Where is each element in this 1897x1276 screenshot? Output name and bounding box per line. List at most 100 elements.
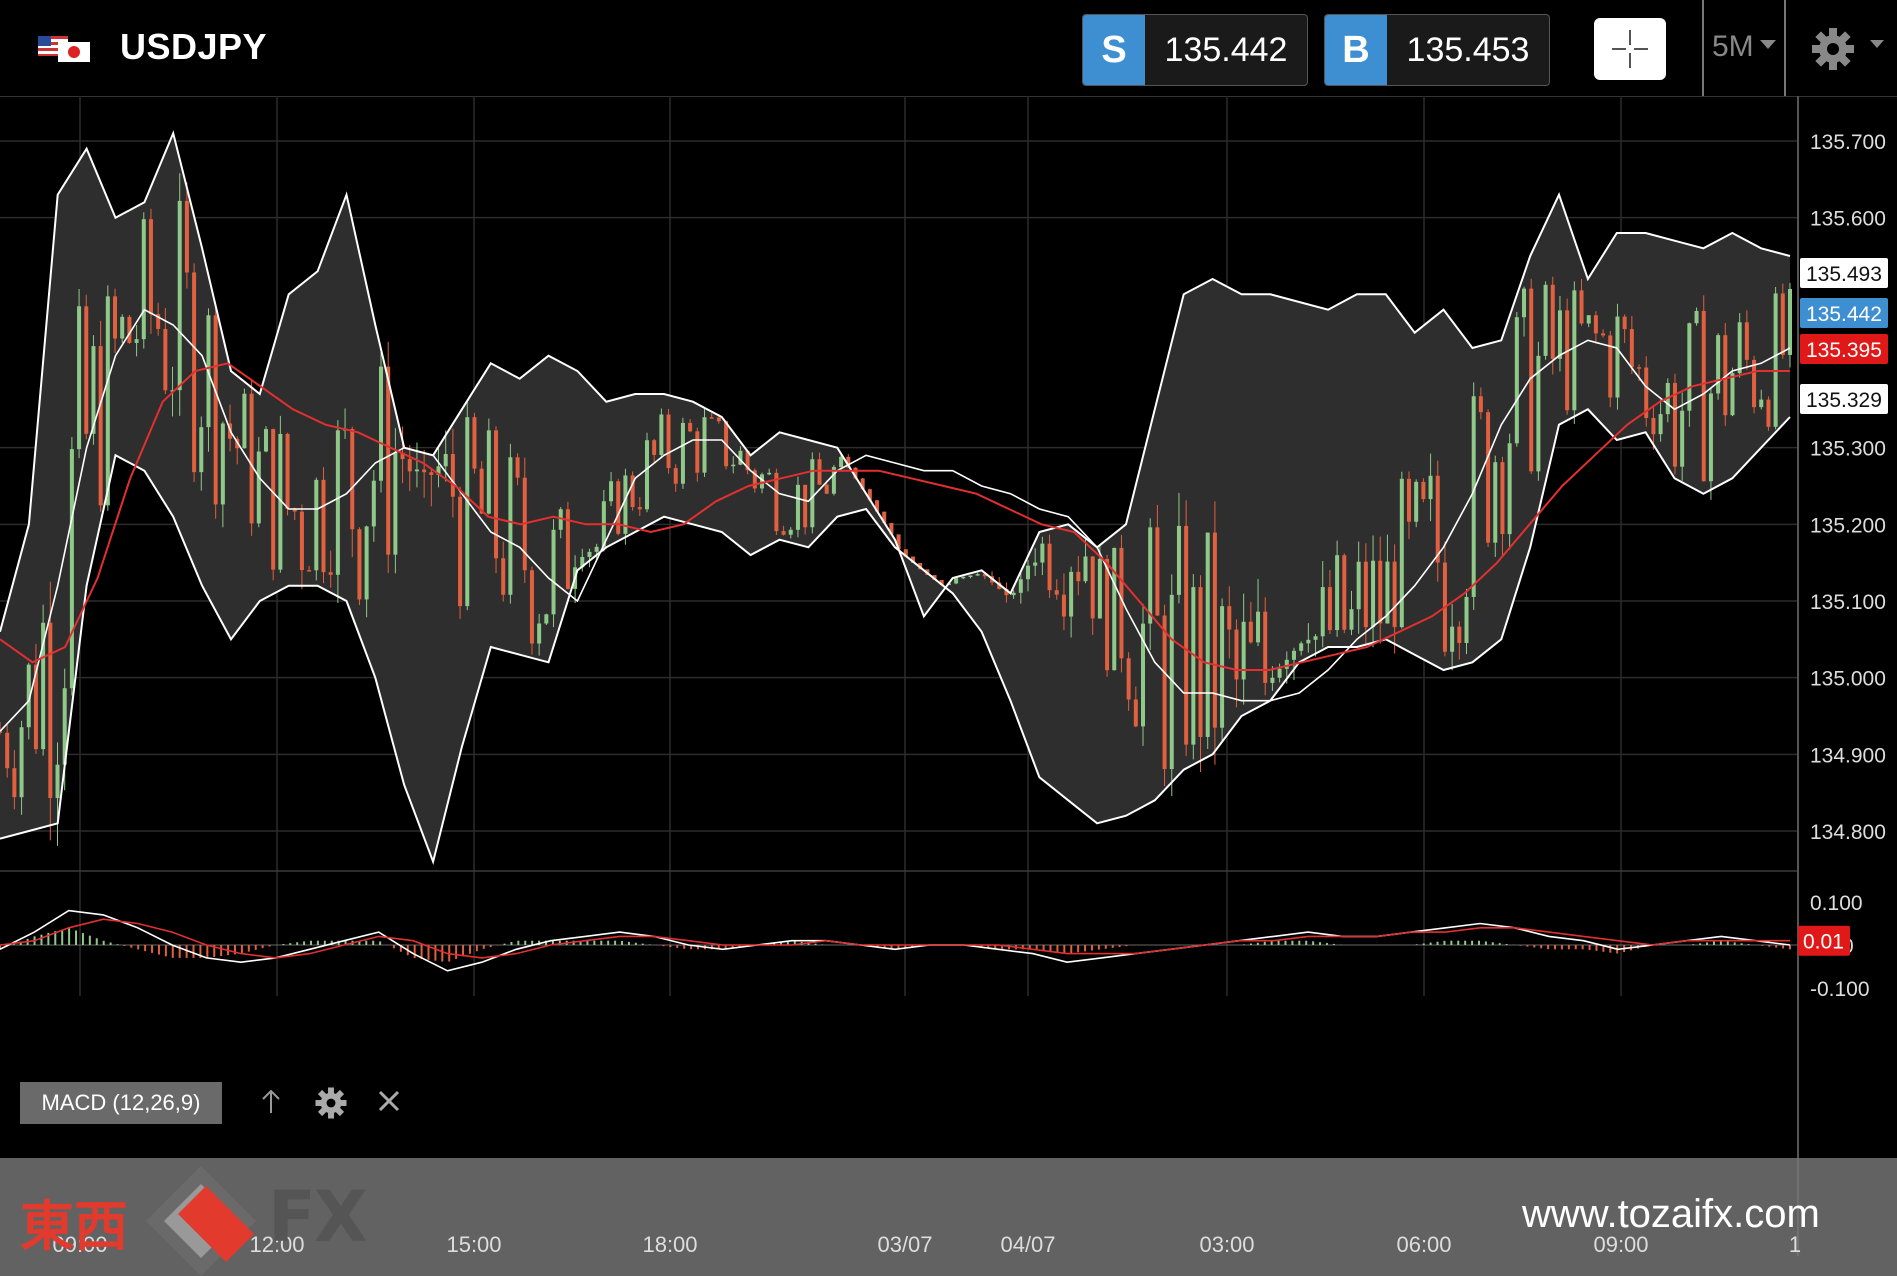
y-tick-label: 135.600 xyxy=(1810,208,1886,231)
x-tick-label: 04/07 xyxy=(1000,1232,1055,1257)
candle-body xyxy=(436,466,441,475)
candle-body xyxy=(1644,367,1649,418)
candle-body xyxy=(414,469,419,472)
gear-icon[interactable] xyxy=(1810,26,1856,72)
candle-body xyxy=(853,467,858,479)
candle-body xyxy=(1126,658,1131,700)
candle-body xyxy=(184,200,189,273)
candle-body xyxy=(1421,481,1426,500)
candle-body xyxy=(1723,335,1728,416)
y-axis: 135.700 135.600 135.300 135.200 135.100 135.0… xyxy=(1810,131,1886,1001)
candle-body xyxy=(278,433,283,570)
candle-body xyxy=(652,440,657,455)
candle-body xyxy=(41,622,46,750)
brand-logo-icon xyxy=(146,1166,256,1276)
buy-button[interactable]: B 135.453 xyxy=(1324,14,1550,86)
crosshair-button[interactable] xyxy=(1594,18,1666,80)
candle-body xyxy=(141,219,146,340)
candle-body xyxy=(1371,560,1376,628)
candle-body xyxy=(508,457,513,595)
candle-body xyxy=(213,315,218,505)
candle-body xyxy=(673,468,678,484)
top-toolbar: USDJPY S 135.442 B 135.453 5M xyxy=(0,0,1897,97)
candle-body xyxy=(177,200,182,391)
candle-body xyxy=(1141,623,1146,727)
candle-body xyxy=(1054,590,1059,595)
candle-body xyxy=(1392,561,1397,628)
us-jp-flag-icon xyxy=(38,36,90,62)
candle-body xyxy=(544,614,549,624)
candle-body xyxy=(1572,290,1577,411)
buy-price: 135.453 xyxy=(1406,30,1530,69)
price-chart[interactable]: 135.700 135.600 135.300 135.200 135.100 135.0… xyxy=(0,96,1897,1276)
candle-body xyxy=(1148,527,1153,624)
candle-body xyxy=(1033,562,1038,566)
candle-body xyxy=(1155,527,1160,616)
candle-body xyxy=(328,572,333,575)
candle-body xyxy=(501,558,506,595)
gear-icon[interactable] xyxy=(314,1086,348,1120)
candle-body xyxy=(0,731,2,733)
x-tick-label: 03:00 xyxy=(1199,1232,1254,1257)
chevron-down-icon[interactable] xyxy=(1760,40,1776,49)
candle-body xyxy=(19,727,24,798)
indicator-lines xyxy=(0,130,1791,866)
candle-body xyxy=(364,526,369,600)
candle-body xyxy=(1687,323,1692,411)
y-tick-label: 135.300 xyxy=(1810,438,1886,461)
candle-body xyxy=(1105,558,1110,671)
brand-fx: FX xyxy=(268,1176,368,1258)
candle-body xyxy=(120,316,125,339)
candle-body xyxy=(443,454,448,467)
sell-button[interactable]: S 135.442 xyxy=(1082,14,1308,86)
candle-body xyxy=(5,732,10,769)
candle-body xyxy=(170,390,175,392)
candle-body xyxy=(716,417,721,422)
candle-body xyxy=(458,496,463,607)
candle-body xyxy=(371,480,376,527)
candle-body xyxy=(1133,699,1138,727)
chevron-down-icon[interactable] xyxy=(1870,40,1884,48)
candle-body xyxy=(954,578,959,584)
candle-body xyxy=(242,393,247,449)
macd-signal-line xyxy=(0,918,1790,959)
candle-body xyxy=(896,534,901,550)
close-icon[interactable] xyxy=(374,1086,404,1116)
candle-body xyxy=(1464,596,1469,643)
divider xyxy=(1784,0,1786,96)
candle-body xyxy=(1090,556,1095,619)
candle-body xyxy=(1593,315,1598,334)
candle-body xyxy=(321,479,326,573)
candle-body xyxy=(134,339,139,343)
symbol-label: USDJPY xyxy=(120,26,268,67)
candle-body xyxy=(148,219,153,315)
candle-body xyxy=(1076,571,1081,582)
candle-body xyxy=(824,484,829,494)
candle-body xyxy=(220,423,225,505)
candle-body xyxy=(1579,290,1584,324)
candle-body xyxy=(709,417,714,419)
candle-body xyxy=(738,450,743,465)
candle-body xyxy=(393,452,398,555)
y-tick-label: 135.200 xyxy=(1810,514,1886,537)
timeframe-select[interactable]: 5M xyxy=(1712,30,1754,63)
candle-body xyxy=(422,469,427,473)
price-badge-label: 135.329 xyxy=(1806,389,1882,412)
arrow-up-icon[interactable] xyxy=(256,1086,286,1116)
candle-body xyxy=(1270,677,1275,683)
candle-body xyxy=(1047,543,1052,591)
candle-body xyxy=(26,664,31,728)
macd-label[interactable]: MACD (12,26,9) xyxy=(20,1082,222,1124)
candle-body xyxy=(1450,626,1455,652)
candle-body xyxy=(1406,478,1411,522)
candle-body xyxy=(731,464,736,467)
candle-body xyxy=(1766,399,1771,427)
macd-value-label: 0.01 xyxy=(1803,931,1844,954)
y-tick-label: 134.800 xyxy=(1810,821,1886,844)
candle-body xyxy=(1112,547,1117,671)
candle-body xyxy=(817,459,822,485)
candle-body xyxy=(1414,481,1419,522)
candle-body xyxy=(1759,399,1764,408)
candle-body xyxy=(127,316,132,343)
candle-body xyxy=(637,507,642,510)
